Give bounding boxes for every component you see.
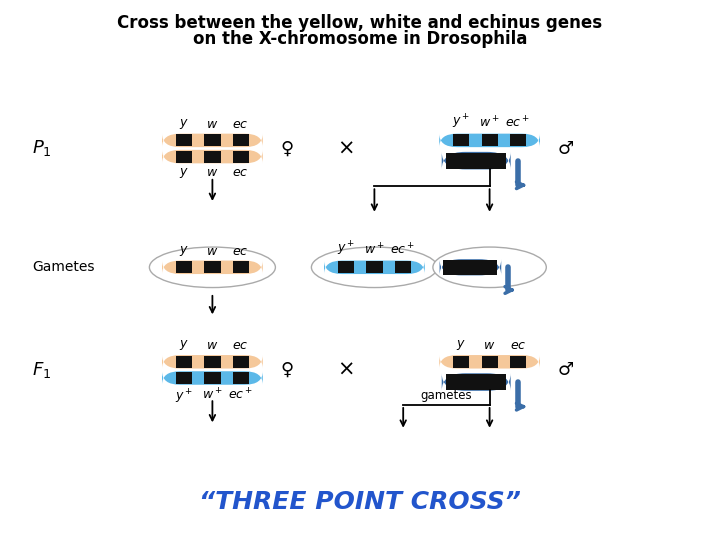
Bar (510, 134, 526, 146)
Bar (466, 153, 487, 168)
Text: on the X-chromosome in Drosophila: on the X-chromosome in Drosophila (193, 30, 527, 48)
Ellipse shape (150, 247, 275, 287)
Bar (204, 372, 220, 384)
FancyBboxPatch shape (162, 355, 263, 368)
FancyBboxPatch shape (440, 259, 501, 275)
Bar (176, 356, 192, 368)
Ellipse shape (433, 247, 546, 287)
FancyBboxPatch shape (162, 261, 263, 274)
Text: $ec$: $ec$ (233, 245, 249, 258)
Text: $w^+$: $w^+$ (202, 388, 222, 403)
Bar (233, 151, 248, 163)
FancyBboxPatch shape (162, 372, 263, 384)
Text: $ec$: $ec$ (233, 339, 249, 352)
Bar (176, 372, 192, 384)
Text: $y$: $y$ (179, 117, 189, 131)
Bar (204, 151, 220, 163)
Ellipse shape (312, 247, 438, 287)
Text: $w$: $w$ (207, 339, 218, 352)
FancyBboxPatch shape (439, 355, 540, 368)
Text: $y^+$: $y^+$ (452, 113, 471, 131)
Bar (233, 261, 248, 273)
Bar (482, 356, 498, 368)
FancyBboxPatch shape (162, 133, 263, 147)
FancyBboxPatch shape (439, 133, 540, 147)
Bar (466, 374, 487, 390)
Bar (446, 374, 467, 390)
FancyBboxPatch shape (442, 373, 510, 391)
Text: $w$: $w$ (207, 166, 218, 179)
Text: ♀: ♀ (281, 139, 294, 158)
Bar (444, 260, 463, 275)
Text: $y$: $y$ (179, 166, 189, 180)
Text: ♂: ♂ (558, 361, 574, 379)
Text: Cross between the yellow, white and echinus genes: Cross between the yellow, white and echi… (117, 14, 603, 31)
Text: $w^+$: $w^+$ (364, 242, 384, 258)
Bar (176, 151, 192, 163)
Bar (461, 260, 480, 275)
Bar (204, 134, 220, 146)
Text: $ec$: $ec$ (233, 166, 249, 179)
Text: $ec$: $ec$ (233, 118, 249, 131)
Text: $w^+$: $w^+$ (480, 116, 500, 131)
Bar (204, 261, 220, 273)
Bar (482, 134, 498, 146)
Text: $ec$: $ec$ (510, 339, 526, 352)
Text: Gametes: Gametes (32, 260, 95, 274)
Bar (446, 153, 467, 168)
Bar (233, 356, 248, 368)
Text: $w$: $w$ (207, 245, 218, 258)
Bar (176, 261, 192, 273)
Text: $ec^+$: $ec^+$ (390, 242, 415, 258)
Bar (233, 372, 248, 384)
Bar (478, 260, 498, 275)
Text: $P_1$: $P_1$ (32, 138, 52, 159)
Bar (485, 153, 506, 168)
Bar (338, 261, 354, 273)
Text: $F_1$: $F_1$ (32, 360, 52, 380)
Text: gametes: gametes (420, 389, 472, 402)
Text: ♂: ♂ (558, 139, 574, 158)
Text: $y$: $y$ (179, 339, 189, 352)
Bar (485, 374, 506, 390)
Text: $w$: $w$ (484, 339, 495, 352)
FancyBboxPatch shape (162, 150, 263, 163)
Bar (454, 356, 469, 368)
Text: $w$: $w$ (207, 118, 218, 131)
Text: $y^+$: $y^+$ (175, 388, 194, 406)
Bar (204, 356, 220, 368)
FancyBboxPatch shape (442, 152, 510, 170)
Bar (176, 134, 192, 146)
Text: ×: × (337, 138, 354, 159)
Bar (510, 356, 526, 368)
Text: $y$: $y$ (456, 339, 467, 352)
FancyBboxPatch shape (324, 261, 425, 274)
Text: $y^+$: $y^+$ (337, 240, 356, 258)
Bar (233, 134, 248, 146)
Bar (395, 261, 410, 273)
Text: ×: × (337, 360, 354, 380)
Text: “THREE POINT CROSS”: “THREE POINT CROSS” (199, 490, 521, 514)
Text: $ec^+$: $ec^+$ (505, 116, 531, 131)
Bar (366, 261, 382, 273)
Text: $ec^+$: $ec^+$ (228, 388, 253, 403)
Text: ♀: ♀ (281, 361, 294, 379)
Text: $y$: $y$ (179, 244, 189, 258)
Bar (454, 134, 469, 146)
